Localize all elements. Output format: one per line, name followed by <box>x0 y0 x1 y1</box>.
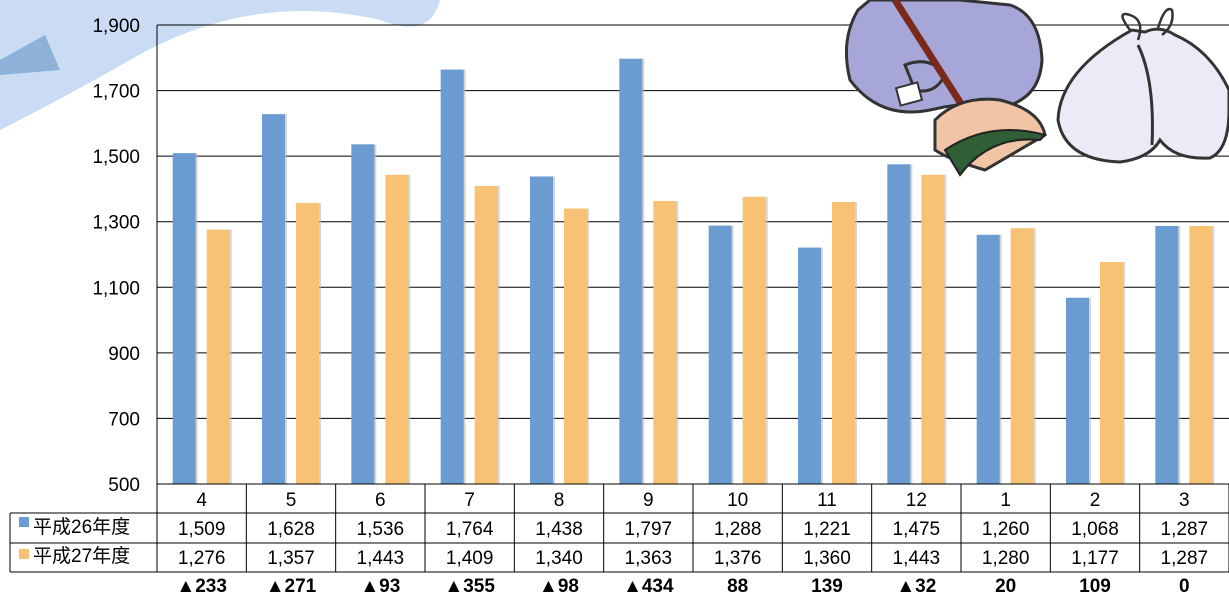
bar-series1 <box>887 164 910 484</box>
bar-series2 <box>832 202 855 484</box>
difference-row: ▲233 ▲271 ▲93 ▲355 ▲98 ▲434 88 139 ▲32 20 109 0 <box>176 576 1189 597</box>
decorative-wave <box>0 0 440 130</box>
bar-series1 <box>262 114 285 484</box>
bar-series2 <box>564 209 587 484</box>
legend-swatch-series2 <box>19 549 29 559</box>
difference-value: 139 <box>811 576 843 597</box>
bar-series2 <box>921 175 944 484</box>
difference-value: ▲271 <box>266 576 317 597</box>
table-cell: 1,438 <box>535 519 583 540</box>
table-cell: 1,363 <box>625 548 673 569</box>
data-table: 4 5 6 7 8 9 10 11 12 1 2 3 平成26年度 平成27年度 1,509 1,628… <box>10 484 1229 597</box>
table-cell: 1,357 <box>267 548 315 569</box>
table-cell: 1,536 <box>357 519 405 540</box>
bar-series1 <box>798 248 821 484</box>
bar-series2 <box>653 201 676 484</box>
table-cell: 1,221 <box>803 519 851 540</box>
difference-value: ▲355 <box>444 576 495 597</box>
table-cell: 1,797 <box>625 519 673 540</box>
bar-series1 <box>1066 298 1089 484</box>
bar-series2 <box>1011 228 1034 484</box>
table-cell: 1,280 <box>982 548 1030 569</box>
legend-swatch-series1 <box>19 517 29 527</box>
bar-series2 <box>743 197 766 484</box>
table-cell: 1,068 <box>1071 519 1119 540</box>
category-label: 4 <box>196 490 207 511</box>
table-cell: 1,276 <box>178 548 226 569</box>
table-cell: 1,287 <box>1161 548 1209 569</box>
table-cell: 1,376 <box>714 548 762 569</box>
table-cell: 1,475 <box>893 519 941 540</box>
y-tick-label: 500 <box>108 475 140 496</box>
bar-series2 <box>1189 226 1212 484</box>
bar-series1 <box>173 153 196 484</box>
difference-value: 0 <box>1179 576 1190 597</box>
y-axis-ticks: 500 700 900 1,100 1,300 1,500 1,700 1,900 <box>92 16 140 496</box>
category-label: 12 <box>906 490 927 511</box>
difference-value: 88 <box>727 576 748 597</box>
category-label: 3 <box>1179 490 1190 511</box>
category-label: 5 <box>286 490 297 511</box>
bar-series2 <box>385 175 408 484</box>
difference-value: ▲233 <box>176 576 227 597</box>
bar-series2 <box>1100 262 1123 484</box>
table-cell: 1,443 <box>357 548 405 569</box>
category-label: 2 <box>1090 490 1101 511</box>
bar-series1 <box>709 226 732 484</box>
category-label: 10 <box>727 490 748 511</box>
bar-series1 <box>351 144 374 484</box>
bar-series1 <box>619 59 642 484</box>
table-cell: 1,260 <box>982 519 1030 540</box>
category-label: 7 <box>464 490 475 511</box>
table-cell: 1,288 <box>714 519 762 540</box>
category-label: 11 <box>817 490 837 511</box>
table-cell: 1,340 <box>535 548 583 569</box>
table-cell: 1,409 <box>446 548 494 569</box>
bar-series1 <box>441 70 464 484</box>
table-cell: 1,509 <box>178 519 226 540</box>
table-cell: 1,177 <box>1071 548 1119 569</box>
category-label: 8 <box>554 490 565 511</box>
category-label: 1 <box>1000 490 1011 511</box>
y-tick-label: 900 <box>108 344 140 365</box>
bar-series1 <box>1155 226 1178 484</box>
table-cell: 1,443 <box>893 548 941 569</box>
difference-value: 20 <box>995 576 1016 597</box>
difference-value: ▲98 <box>539 576 579 597</box>
category-label: 9 <box>643 490 654 511</box>
y-tick-label: 700 <box>108 409 140 430</box>
legend-label-series2: 平成27年度 <box>33 545 130 567</box>
difference-value: ▲93 <box>360 576 400 597</box>
difference-value: 109 <box>1079 576 1111 597</box>
y-tick-label: 1,900 <box>92 16 140 37</box>
table-cell: 1,628 <box>267 519 315 540</box>
table-cell: 1,764 <box>446 519 494 540</box>
difference-value: ▲32 <box>896 576 936 597</box>
table-cell: 1,287 <box>1161 519 1209 540</box>
difference-value: ▲434 <box>623 576 674 597</box>
bar-series1 <box>977 235 1000 484</box>
table-cell: 1,360 <box>803 548 851 569</box>
y-tick-label: 1,300 <box>92 213 140 234</box>
legend-label-series1: 平成26年度 <box>33 516 130 538</box>
bar-series2 <box>296 203 319 484</box>
bar-series2 <box>475 186 498 484</box>
category-label: 6 <box>375 490 386 511</box>
garbage-bags-illustration <box>1058 9 1229 162</box>
y-tick-label: 1,100 <box>92 278 140 299</box>
bar-series1 <box>530 176 553 484</box>
y-tick-label: 1,700 <box>92 82 140 103</box>
bar-series2 <box>207 230 230 484</box>
y-tick-label: 1,500 <box>92 147 140 168</box>
broom-sweeping-figure <box>846 0 1045 175</box>
